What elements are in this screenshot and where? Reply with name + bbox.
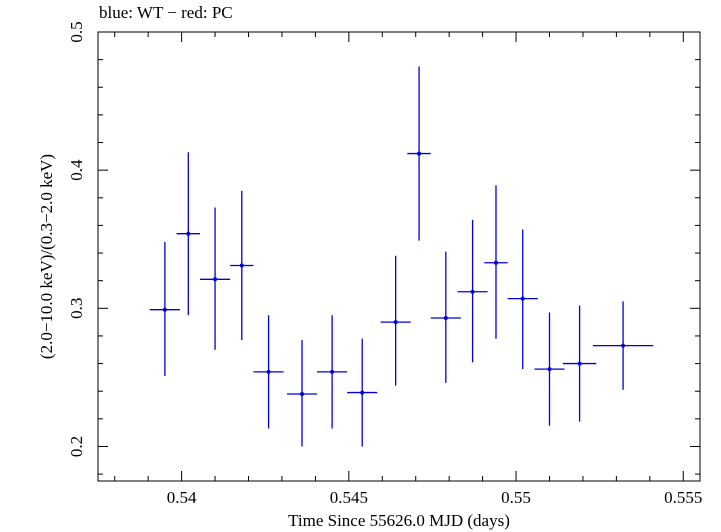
y-tick-label: 0.2 <box>67 436 86 457</box>
point-marker <box>520 296 525 301</box>
data-point-wt <box>200 207 231 350</box>
y-tick-label: 0.5 <box>67 21 86 42</box>
chart-title: blue: WT − red: PC <box>99 3 233 22</box>
point-marker <box>266 369 271 374</box>
data-point-wt <box>230 190 254 341</box>
data-point-wt <box>507 229 538 370</box>
data-point-wt <box>380 255 411 386</box>
data-point-wt <box>562 305 597 422</box>
data-point-wt <box>534 312 565 426</box>
point-marker <box>621 343 626 348</box>
data-point-wt <box>286 340 318 447</box>
point-marker <box>443 315 448 320</box>
data-point-wt <box>317 315 348 429</box>
x-axis-label: Time Since 55626.0 MJD (days) <box>288 511 510 530</box>
point-marker <box>360 390 365 395</box>
y-tick-label: 0.3 <box>67 298 86 319</box>
data-point-wt <box>407 66 431 241</box>
point-marker <box>493 260 498 265</box>
data-point-wt <box>592 301 654 390</box>
data-point-wt <box>430 251 461 383</box>
data-point-wt <box>253 315 284 429</box>
point-marker <box>300 391 305 396</box>
x-tick-label: 0.55 <box>501 488 531 507</box>
y-axis-label: (2.0−10.0 keV)/(0.3−2.0 keV) <box>37 154 56 359</box>
x-tick-label: 0.54 <box>167 488 197 507</box>
point-marker <box>162 307 167 312</box>
data-point-wt <box>484 185 508 339</box>
x-tick-label: 0.545 <box>330 488 368 507</box>
point-marker <box>470 289 475 294</box>
point-marker <box>186 231 191 236</box>
y-tick-label: 0.4 <box>67 159 86 181</box>
data-point-wt <box>347 338 378 447</box>
point-marker <box>239 263 244 268</box>
data-point-wt <box>149 241 180 377</box>
x-tick-label: 0.555 <box>664 488 702 507</box>
point-marker <box>577 361 582 366</box>
point-marker <box>330 369 335 374</box>
point-marker <box>417 151 422 156</box>
data-point-wt <box>176 152 201 316</box>
data-point-wt <box>457 219 488 363</box>
plot-frame <box>97 31 701 482</box>
point-marker <box>213 277 218 282</box>
point-marker <box>547 367 552 372</box>
point-marker <box>393 320 398 325</box>
